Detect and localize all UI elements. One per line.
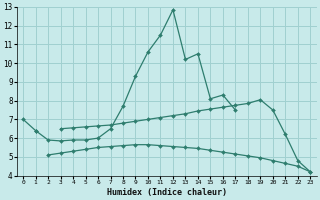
X-axis label: Humidex (Indice chaleur): Humidex (Indice chaleur) xyxy=(107,188,227,197)
